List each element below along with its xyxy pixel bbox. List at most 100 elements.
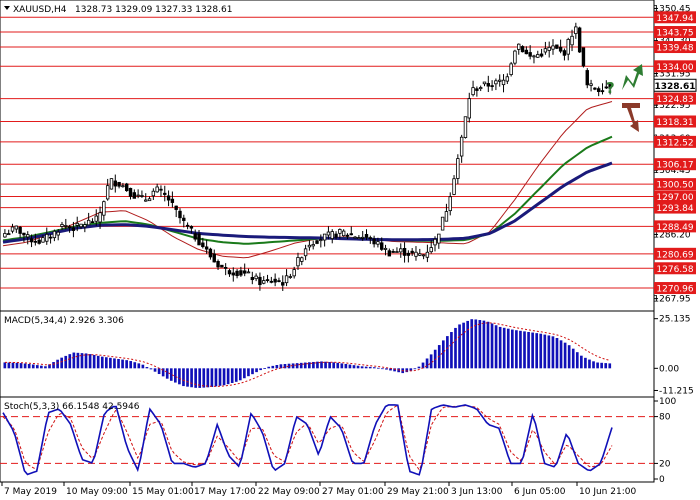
time-tick-label: 3 Jun 13:00: [451, 487, 503, 497]
candle-body: [105, 185, 110, 200]
macd-bar: [498, 326, 502, 369]
macd-bar: [539, 333, 543, 369]
stoch-tick-label: 0: [659, 475, 665, 485]
macd-bar: [555, 337, 559, 369]
macd-bar: [454, 327, 457, 369]
macd-bar: [393, 368, 396, 372]
macd-bar: [592, 361, 595, 369]
level-label: 1280.69: [656, 250, 693, 260]
macd-bar: [344, 363, 348, 369]
candle-body: [242, 270, 247, 274]
candle-body: [216, 261, 220, 268]
header-arrow-icon: [4, 6, 10, 10]
macd-bar: [23, 363, 27, 369]
candle-body: [357, 237, 361, 240]
candle-body: [452, 178, 456, 195]
macd-bar: [348, 364, 352, 369]
level-label-bg: [654, 201, 696, 214]
macd-bar: [35, 365, 39, 369]
candle-body: [364, 234, 369, 238]
chart-header: XAUUSD,H4 1328.73 1329.09 1327.33 1328.6…: [4, 5, 232, 15]
price-tick-label: 1322.95: [653, 101, 690, 111]
macd-bar: [105, 357, 108, 369]
macd-bar: [190, 368, 193, 388]
macd-pane: 25.135 0.00 -11.215: [3, 315, 694, 396]
candle-body: [262, 280, 266, 284]
candle-body: [418, 253, 422, 256]
candle-body: [345, 234, 350, 237]
macd-bar: [68, 354, 72, 369]
macd-bar: [506, 328, 510, 369]
macd-bar: [608, 363, 612, 369]
level-label-bg: [654, 262, 696, 275]
macd-bar: [409, 368, 413, 371]
macd-bar: [11, 362, 15, 369]
level-label-bg: [654, 247, 696, 260]
candle-body: [532, 55, 536, 58]
candle-body: [490, 85, 494, 87]
macd-bar: [340, 363, 344, 369]
macd-bar: [446, 336, 449, 369]
candle-body: [433, 238, 437, 246]
level-label: 1288.49: [656, 223, 693, 233]
macd-bar: [202, 368, 206, 388]
arrow-down-icon: [622, 103, 640, 132]
macd-bar: [198, 368, 202, 388]
candle-body: [109, 178, 114, 190]
candle-body: [555, 44, 559, 49]
candle-body: [315, 240, 319, 244]
candle-body: [387, 250, 392, 257]
candle-body: [475, 88, 479, 91]
macd-bar: [425, 358, 429, 369]
candle-body: [399, 248, 403, 253]
candle-body: [376, 241, 380, 245]
macd-bar: [295, 363, 299, 369]
candle-body: [292, 269, 296, 277]
candle-body: [33, 240, 38, 243]
level-label-bg: [654, 92, 696, 105]
candle-body: [258, 276, 262, 286]
candle-body: [498, 79, 502, 82]
candle-body: [277, 280, 281, 283]
macd-bar: [466, 320, 469, 369]
macd-bar: [137, 363, 141, 369]
candle-body: [239, 270, 243, 276]
candle-body: [589, 83, 593, 86]
candle-body: [322, 233, 327, 241]
candle-body: [7, 233, 11, 236]
candle-body: [414, 251, 418, 257]
candle-body: [471, 87, 475, 96]
candle-body: [284, 275, 289, 284]
macd-bar: [332, 362, 336, 369]
macd-bar: [174, 368, 177, 383]
macd-bar: [308, 362, 311, 369]
candle-body: [140, 195, 144, 197]
candle-body: [338, 229, 342, 234]
candle-body: [334, 233, 338, 238]
candle-body: [486, 83, 490, 87]
candle-body: [360, 236, 365, 239]
candle-body: [593, 87, 597, 90]
macd-bar: [121, 359, 124, 369]
macd-bar: [133, 362, 137, 369]
ma-green-line: [2, 135, 613, 245]
macd-bar: [413, 368, 417, 370]
macd-bar: [157, 368, 161, 375]
macd-bar: [417, 366, 421, 369]
macd-bar: [389, 368, 392, 371]
candle-body: [113, 180, 117, 187]
candle-body: [570, 35, 574, 46]
macd-bar: [291, 363, 295, 369]
candle-body: [585, 70, 589, 86]
macd-bar: [588, 359, 591, 369]
candle-body: [562, 50, 567, 56]
level-label-bg: [654, 60, 696, 73]
candle-body: [155, 186, 159, 193]
macd-bar: [312, 361, 315, 369]
candle-body: [265, 279, 270, 282]
macd-bar: [109, 357, 112, 369]
candle-body: [349, 233, 353, 236]
candle-body: [201, 242, 205, 248]
ohlc-values: 1328.73 1329.09 1327.33 1328.61: [75, 5, 232, 15]
candle-body: [45, 233, 49, 242]
